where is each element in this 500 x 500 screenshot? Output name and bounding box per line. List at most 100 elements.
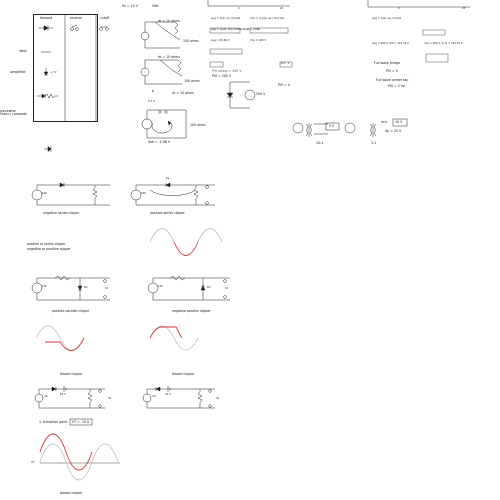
vs-label: Vs = 10 V <box>122 4 138 8</box>
transformer-b <box>344 118 408 137</box>
pi-half: π <box>238 7 240 10</box>
fw-eq-rms: rms = 200 × 1/√2 = 141.42 V <box>424 42 463 45</box>
vp-25: Vp = 25 V <box>385 129 402 133</box>
eq-avg2: avg = 1/(2π−0)[∫200sin(θ)dθ + ∫0dθ] <box>211 28 261 31</box>
eq-avg: avg = 1/(b−a) ∫ f(x)dx <box>211 17 241 20</box>
lbl-b: b <box>152 89 155 93</box>
vab-label: Vab = -1.98 V <box>148 140 171 144</box>
rectifier-circuit <box>226 81 256 109</box>
bridge-circuit-top <box>140 21 181 49</box>
neg-series: negative series clipper <box>43 211 80 215</box>
reverse-switch-icon <box>70 24 79 31</box>
v10-b: 10 V <box>165 393 171 396</box>
eq-sq: 0.5 · V <box>281 62 290 65</box>
vo-1: Vo <box>105 287 109 290</box>
note-2: negative or positive clipper <box>27 247 71 251</box>
rb-bottom: rb = 10 ohms <box>172 91 194 95</box>
rd-1: Rd <box>84 286 88 289</box>
fw-center: Full wave center tap <box>376 78 409 82</box>
diode-model-table <box>33 14 98 122</box>
pos-series: positive series clipper <box>150 211 185 215</box>
input-wave-4 <box>39 443 119 481</box>
src-10v-2: 10V <box>141 192 147 195</box>
src-10v-1: 10V <box>42 192 48 195</box>
clipped-wave-1 <box>173 241 199 256</box>
biased-1: biased clipper <box>60 372 83 376</box>
transformer-a <box>292 122 340 137</box>
vo-a: Vo <box>108 397 112 400</box>
bridge-circuit-mid <box>140 59 183 85</box>
vo-2: Vo <box>225 287 229 290</box>
negative-parallel-clipper <box>147 275 230 301</box>
simplified-model-icon <box>43 68 49 76</box>
biased-3: biased clipper <box>60 491 83 495</box>
rd-2: Rd <box>207 286 211 289</box>
positive-series-clipper <box>130 182 215 206</box>
r100-c: 100 ohms <box>190 123 206 127</box>
fw-piv-vp: PIV = V <box>386 69 398 73</box>
fw-2pi: 2π <box>462 7 466 10</box>
biased-clipper-2 <box>142 386 215 409</box>
fw-eq-avg: avg = 1/(b−a) ∫ f(x)dx <box>372 17 402 20</box>
pos-parallel: positive parallel clipper <box>52 309 90 313</box>
eq-rms2: rms = 100 V <box>250 39 267 42</box>
fullwave-equation-boxes <box>422 29 449 63</box>
negative-series-clipper <box>31 182 110 206</box>
forward-drop: +.7V <box>50 71 57 74</box>
clipped-wave-3 <box>149 326 183 339</box>
two-pi-half: 2π <box>280 7 284 10</box>
rectifier-equation-boxes <box>209 27 293 68</box>
src-10v-3: 10V <box>42 285 48 288</box>
bridge-circuit-bottom <box>141 109 187 139</box>
v200: 200 V <box>256 92 266 96</box>
cutoff-switch-icon <box>99 26 109 31</box>
clipped-wave-2 <box>45 337 85 351</box>
eq-63: avg = 63.66 V <box>211 39 230 42</box>
rms-label: rms <box>381 120 388 124</box>
biased-2: biased clipper <box>172 372 195 376</box>
fw-piv-2vp: PIV = 2 Vp <box>388 84 405 88</box>
forward-diode-icon <box>38 25 53 31</box>
vin-a: Vin <box>44 395 49 398</box>
rb-mid: rb = 10 ohms <box>158 55 180 59</box>
note-1: parallel or series clipper <box>27 242 66 246</box>
fw-bridge: Full wave bridge <box>374 61 401 65</box>
transition: 1. transition point <box>39 420 68 424</box>
piv-vp: PIV = V <box>278 83 290 87</box>
input-wave-1 <box>149 228 223 256</box>
vdb-label: Vdb <box>152 4 159 8</box>
diode-symbol-icon <box>44 145 52 153</box>
input-wave-2 <box>35 325 85 351</box>
v5: 5 V <box>329 124 335 128</box>
r100-a: 100 ohms <box>183 39 199 43</box>
col-forward: forward <box>40 16 53 20</box>
r100-b: 100 ohms <box>184 79 200 83</box>
vin-b: Vin <box>152 395 157 398</box>
piv-rating: PIV rating = 200 V <box>212 69 242 73</box>
v07-label: 0.7 V <box>148 100 155 103</box>
vo-b: Vo <box>216 397 220 400</box>
rb-top: rb = 10 ohms <box>158 19 180 23</box>
full-wave-axis <box>367 0 470 8</box>
src-10v-4: 10V <box>158 285 164 288</box>
positive-parallel-clipper <box>31 275 110 301</box>
ratio-b: 1:1 <box>371 141 377 145</box>
row-simplified: simplified <box>10 70 26 74</box>
vt-axis: VT <box>31 461 35 464</box>
row-piecewise: piecewise linear / complete <box>0 109 28 117</box>
rl-1: RL <box>166 177 170 180</box>
fw-eq-avg2: avg = 200 × 2/π = 127.32 V <box>372 42 409 45</box>
col-cutoff: cutoff <box>100 16 110 20</box>
fw-pi: π <box>398 7 400 10</box>
col-reverse: reverse <box>70 16 82 20</box>
input-wave-3 <box>149 325 199 351</box>
vtop: 10 V <box>395 120 403 124</box>
clipped-wave-4 <box>39 433 93 471</box>
half-wave-axis <box>207 0 290 7</box>
vt-box <box>69 418 93 426</box>
piecewise-model-icon <box>37 93 58 99</box>
biased-clipper-1 <box>34 386 105 409</box>
ratio-a: 10:1 <box>316 141 324 145</box>
v10-a: 10 V <box>60 393 66 396</box>
